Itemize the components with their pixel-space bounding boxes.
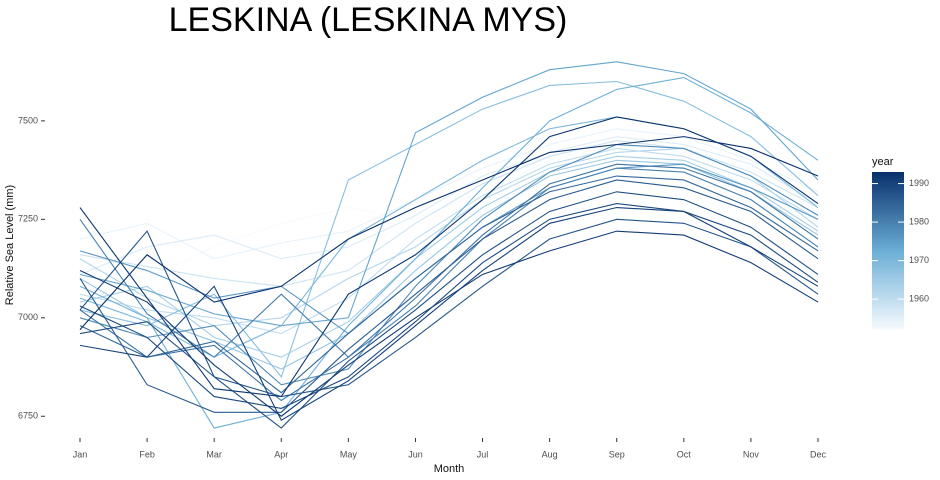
series-line	[79, 218, 819, 398]
series-line	[79, 136, 819, 330]
y-tick-label: 6750	[18, 411, 38, 421]
x-tick-label: Jan	[73, 449, 88, 459]
y-tick-label: 7500	[18, 115, 38, 125]
x-tick-label: Feb	[139, 449, 155, 459]
y-tick-label: 7250	[18, 214, 38, 224]
x-axis-title: Month	[434, 463, 465, 475]
colorbar-tick-label: 1960	[909, 294, 929, 304]
series-line	[79, 143, 819, 279]
series-line	[79, 159, 819, 370]
x-tick-label: Jul	[477, 449, 489, 459]
series-line	[79, 80, 819, 378]
series-line	[79, 230, 819, 417]
x-tick-label: Dec	[810, 449, 827, 459]
chart-title: LESKINA (LESKINA MYS)	[169, 1, 568, 39]
colorbar-tick-label: 1990	[909, 178, 929, 188]
series-line	[79, 175, 819, 394]
x-tick-label: Mar	[206, 449, 222, 459]
legend-title: year	[872, 156, 894, 168]
series-line	[79, 155, 819, 358]
series-line	[79, 140, 819, 287]
x-tick-label: Oct	[677, 449, 692, 459]
series-line	[79, 206, 819, 421]
series-line	[79, 128, 819, 260]
series-line	[79, 136, 819, 275]
y-tick-label: 7000	[18, 312, 38, 322]
series-line	[79, 147, 819, 335]
series-line	[79, 167, 819, 358]
series-line	[79, 76, 819, 429]
colorbar	[872, 172, 904, 330]
series-line	[79, 203, 819, 409]
x-tick-label: Jun	[408, 449, 423, 459]
x-tick-label: Apr	[274, 449, 288, 459]
series-line	[79, 147, 819, 327]
y-axis-title: Relative Sea Level (mm)	[4, 185, 16, 305]
series-line	[79, 116, 819, 358]
series-line	[79, 179, 819, 413]
x-tick-label: Nov	[743, 449, 760, 459]
series-line	[79, 116, 819, 398]
x-tick-label: May	[340, 449, 358, 459]
series-line	[79, 61, 819, 327]
x-tick-label: Sep	[609, 449, 625, 459]
x-tick-label: Aug	[542, 449, 558, 459]
series-line	[79, 191, 819, 429]
colorbar-tick-label: 1970	[909, 255, 929, 265]
colorbar-tick-label: 1980	[909, 216, 929, 226]
